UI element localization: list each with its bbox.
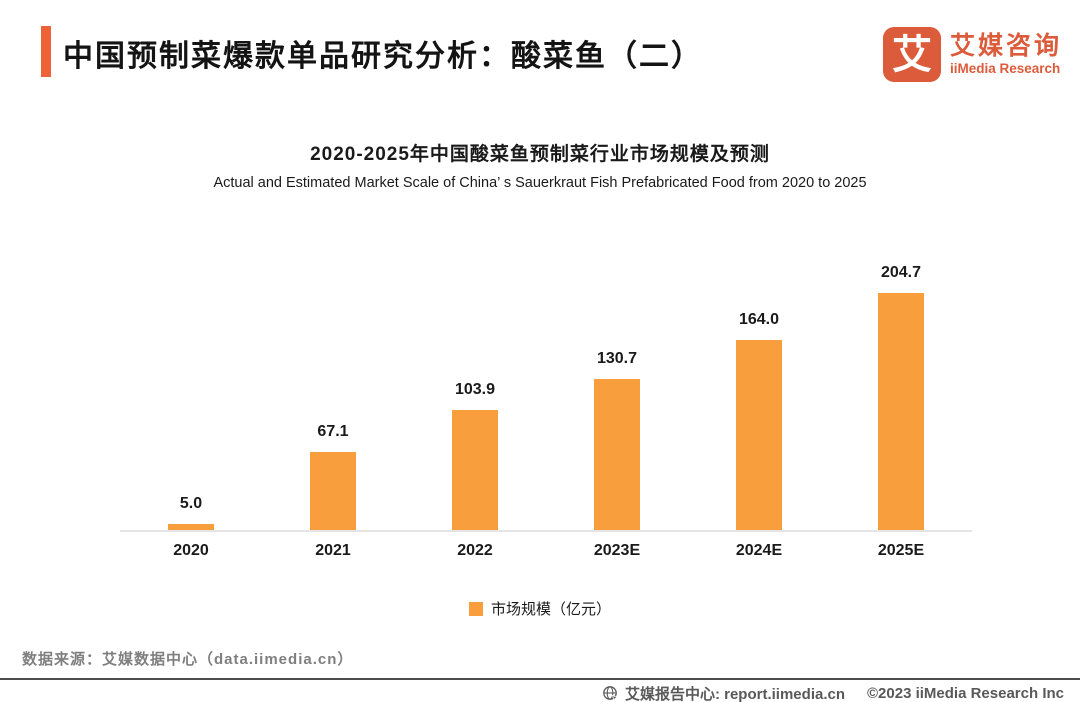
bar-group-2021: 67.1: [262, 423, 404, 530]
x-axis-label: 2020: [173, 542, 209, 559]
bar-value-label: 130.7: [596, 349, 638, 367]
x-axis-label: 2023E: [593, 542, 641, 559]
x-axis-label: 2021: [315, 542, 351, 559]
footer-divider: [0, 678, 1080, 680]
chart-subtitle: Actual and Estimated Market Scale of Chi…: [213, 175, 867, 191]
bar-group-2022: 103.9: [404, 381, 546, 530]
data-source: 数据来源：艾媒数据中心（data.iimedia.cn）: [22, 651, 354, 668]
globe-icon: [602, 685, 619, 702]
legend-swatch: [468, 601, 483, 616]
x-axis-label: 2024E: [735, 542, 783, 559]
bar: [736, 340, 782, 530]
bar-value-label: 67.1: [317, 423, 349, 441]
footer-copyright: ©2023 iiMedia Research Inc: [867, 685, 1064, 702]
bar-group-2025E: 204.7: [830, 264, 972, 530]
legend-label: 市场规模（亿元）: [490, 601, 611, 618]
bar: [310, 452, 356, 530]
bar-value-label: 5.0: [179, 495, 203, 513]
bar: [594, 378, 640, 530]
bar-chart-plot-area: 5.0 67.1 103.9 130.7 164.0 204.7: [120, 260, 972, 532]
chart-legend: 市场规模（亿元）: [0, 598, 1080, 619]
iimedia-logo: 艾 艾媒咨询 iiMedia Research: [882, 27, 1062, 82]
x-axis-tick: 2025E: [830, 542, 972, 560]
x-axis-tick: 2023E: [546, 542, 688, 560]
x-axis-label: 2022: [457, 542, 493, 559]
bar: [878, 293, 924, 530]
x-axis-label: 2025E: [877, 542, 925, 559]
x-axis-tick: 2020: [120, 542, 262, 560]
iimedia-logo-icon: 艾: [882, 27, 941, 82]
footer-report-center: 艾媒报告中心: report.iimedia.cn: [624, 686, 845, 702]
bar-value-label: 103.9: [454, 380, 496, 398]
bar-value-label: 204.7: [880, 264, 922, 281]
x-axis-tick: 2022: [404, 542, 546, 560]
x-axis-tick: 2021: [262, 542, 404, 560]
footer: 艾媒报告中心: report.iimedia.cn ©2023 iiMedia …: [602, 683, 1064, 702]
logo-name-en: iiMedia Research: [949, 61, 1061, 77]
bar-value-label: 164.0: [738, 311, 780, 329]
bar-group-2023E: 130.7: [546, 350, 688, 530]
bar: [452, 409, 498, 530]
logo-name-cn: 艾媒咨询: [949, 31, 1062, 60]
bar-chart-x-axis: 2020 2021 2022 2023E 2024E 2025E: [120, 542, 972, 560]
bar-group-2020: 5.0: [120, 495, 262, 530]
bar: [168, 524, 214, 530]
logo-glyph: 艾: [891, 32, 932, 77]
chart-title: 2020-2025年中国酸菜鱼预制菜行业市场规模及预测: [310, 144, 770, 165]
page-title: 中国预制菜爆款单品研究分析：酸菜鱼（二）: [63, 40, 703, 73]
x-axis-tick: 2024E: [688, 542, 830, 560]
title-accent-bar: [41, 26, 51, 77]
bar-group-2024E: 164.0: [688, 311, 830, 530]
bar-chart: 5.0 67.1 103.9 130.7 164.0 204.7 2020 2021 2022…: [120, 260, 972, 560]
logo-text: 艾媒咨询 iiMedia Research: [949, 31, 1062, 77]
